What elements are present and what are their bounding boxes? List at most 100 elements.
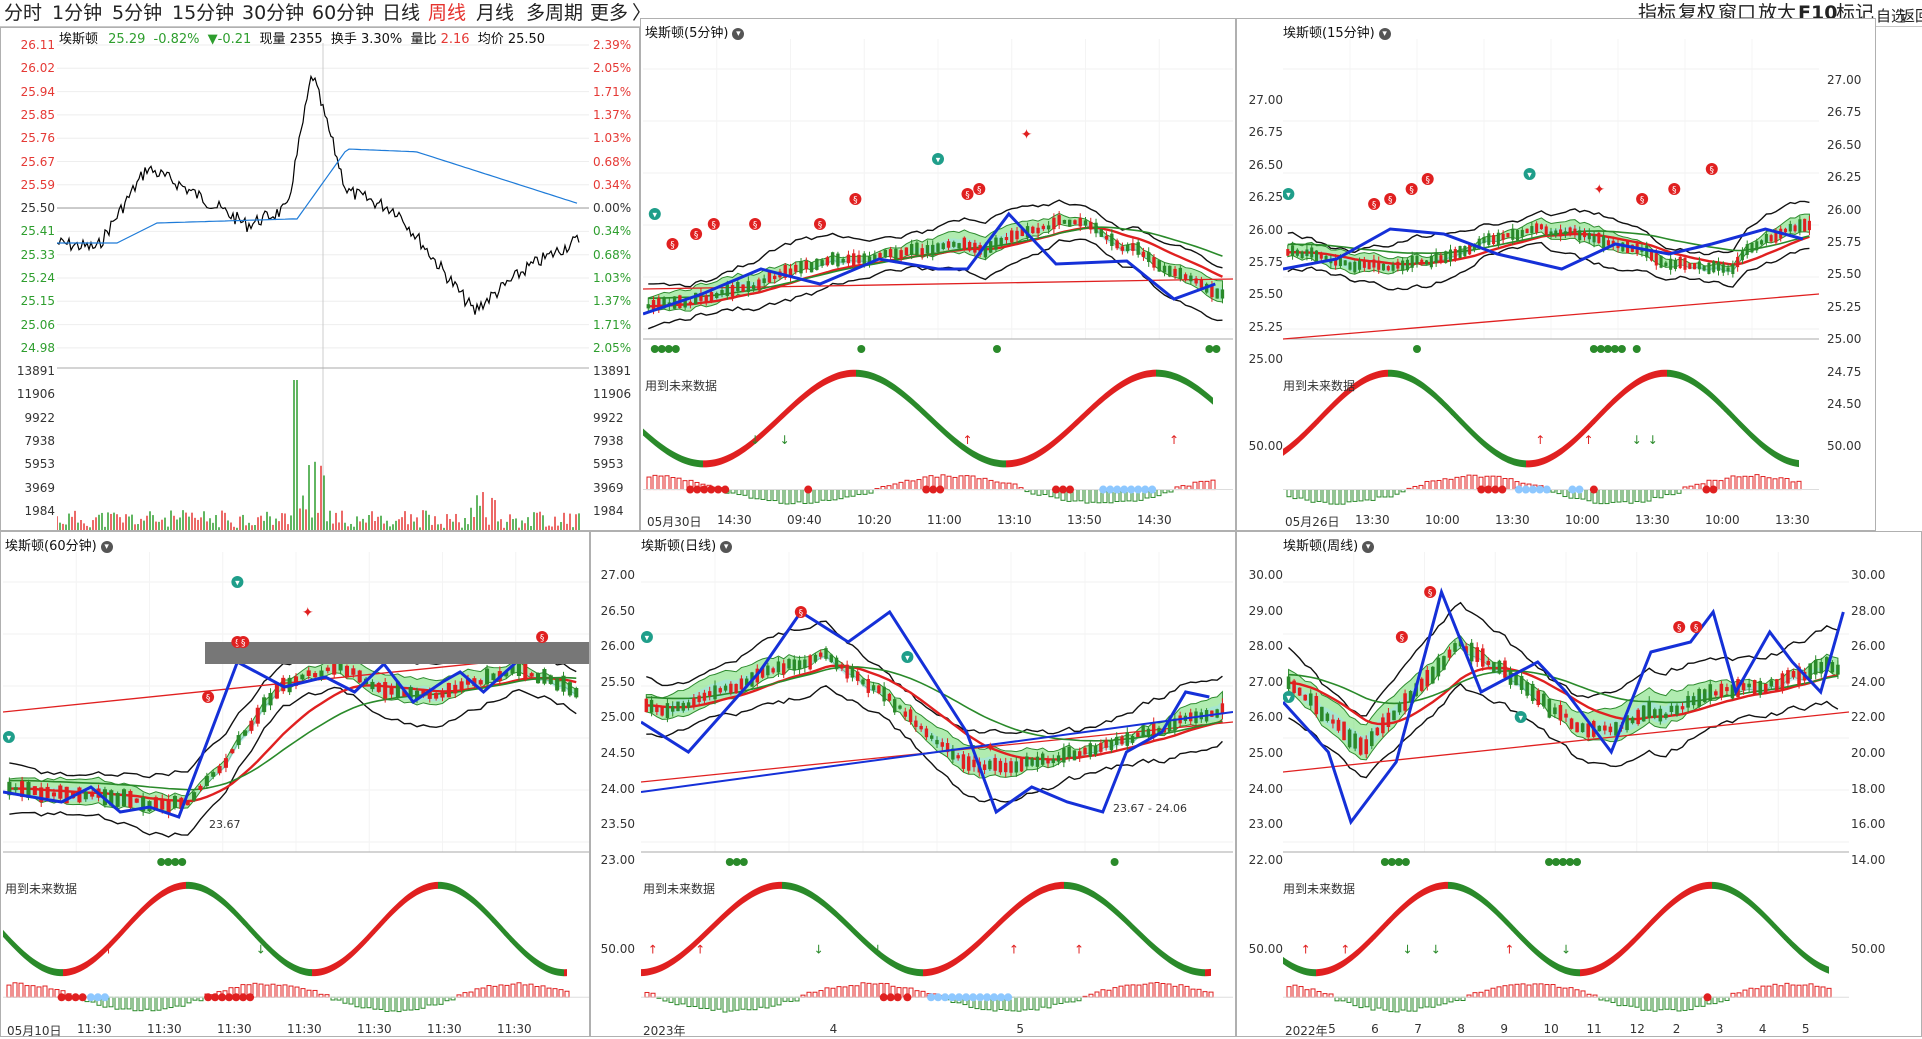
indicator-wave (1084, 409, 1087, 420)
indicator-wave (973, 450, 976, 460)
indicator-wave (1163, 951, 1166, 961)
x-tick-label: 11 (1586, 1022, 1602, 1036)
buy-signal-icon: ▾ (641, 631, 653, 644)
x-tick-label: 13:50 (1067, 513, 1102, 527)
tab-5min[interactable]: 5分钟 (112, 2, 163, 24)
panel-5min-title[interactable]: 埃斯顿(5分钟) ▾ (645, 22, 745, 41)
histogram-bar (1604, 489, 1610, 505)
indicator-wave (117, 930, 120, 941)
indicator-wave (941, 964, 944, 973)
candle-body (1752, 680, 1757, 695)
histogram-bar (1472, 474, 1478, 491)
axis-tick-label: 1984 (593, 503, 624, 518)
indicator-wave (537, 959, 540, 969)
candle-body (1057, 215, 1061, 226)
green-ma-line (9, 676, 577, 791)
histogram-bar (288, 985, 294, 998)
indicator-wave (549, 965, 552, 975)
indicator-wave (1493, 905, 1496, 916)
dropdown-icon[interactable]: ▾ (732, 27, 745, 40)
indicator-wave (1658, 369, 1661, 378)
signal-dot (804, 485, 813, 494)
x-tick-label: 10:00 (1425, 513, 1460, 527)
panel-60min-title[interactable]: 埃斯顿(60分钟) ▾ (5, 535, 113, 554)
indicator-wave (923, 969, 926, 977)
indicator-wave (1772, 920, 1775, 931)
candle-body (1803, 218, 1807, 232)
zigzag-line (3, 658, 520, 819)
tab-15min[interactable]: 15分钟 (172, 2, 235, 24)
intraday-chart[interactable] (57, 43, 589, 530)
histogram-bar (1340, 489, 1346, 505)
chart-weekly[interactable]: §§§ §▾▾↑ ↑ ↓ ↓ ↑ ↓ (1283, 552, 1849, 1036)
tab-more[interactable]: 更多 (590, 2, 629, 24)
candle-body (453, 684, 458, 694)
chart-5min[interactable]: §§§ § §§ § §▾▾✦↓ ↓ ↑ ↑ (643, 39, 1233, 529)
indicator-wave (1589, 419, 1592, 430)
candle-body (1669, 258, 1673, 270)
tab-1min[interactable]: 1分钟 (52, 2, 103, 24)
histogram-bar (258, 983, 264, 998)
candle-body (408, 686, 413, 699)
back-button[interactable]: 返回 (1900, 7, 1922, 25)
indicator-wave (1373, 371, 1376, 380)
panel-weekly-title[interactable]: 埃斯顿(周线) ▾ (1283, 535, 1375, 554)
dropdown-icon[interactable]: ▾ (1362, 540, 1375, 553)
x-tick-label: 05月10日 (7, 1024, 62, 1038)
indicator-wave (1571, 968, 1574, 976)
indicator-wave (1087, 406, 1090, 417)
candle-body (1664, 713, 1668, 719)
tab-weekly[interactable]: 周线 (428, 2, 467, 24)
signal-dot (1120, 485, 1129, 494)
histogram-bar (1010, 996, 1016, 1012)
indicator-wave (336, 960, 339, 970)
dropdown-icon[interactable]: ▾ (100, 540, 113, 553)
candle-body (766, 665, 770, 676)
dropdown-icon[interactable]: ▾ (720, 540, 733, 553)
tab-monthly[interactable]: 月线 (476, 2, 515, 24)
indicator-wave (1313, 419, 1316, 430)
indicator-wave (1532, 944, 1535, 955)
candle-body (808, 655, 812, 670)
histogram-bar (1046, 996, 1052, 1009)
indicator-wave (671, 957, 674, 967)
panel-daily-title[interactable]: 埃斯顿(日线) ▾ (641, 535, 733, 554)
indicator-wave (1466, 886, 1469, 895)
indicator-wave (988, 457, 991, 466)
pct-change: -0.82% (153, 32, 200, 47)
tab-daily[interactable]: 日线 (382, 2, 421, 24)
indicator-wave (1066, 426, 1069, 436)
histogram-bar (1544, 984, 1550, 998)
candle-body (1004, 237, 1009, 241)
chart-15min[interactable]: § §§§§§§▾▾✦↑ ↑ ↓ ↓ (1283, 39, 1819, 529)
tab-intraday[interactable]: 分时 (4, 2, 43, 24)
indicator-wave (1706, 387, 1709, 398)
histogram-bar (728, 996, 734, 1012)
indicator-wave (1643, 374, 1646, 383)
indicator-wave (931, 415, 934, 426)
candle-body (1606, 240, 1610, 246)
candle-body (1370, 731, 1374, 747)
dropdown-icon[interactable]: ▾ (1378, 27, 1391, 40)
tab-30min[interactable]: 30分钟 (242, 2, 305, 24)
tab-60min[interactable]: 60分钟 (312, 2, 375, 24)
panel-15min-title[interactable]: 埃斯顿(15分钟) ▾ (1283, 22, 1391, 41)
chart-daily[interactable]: §▾▾✦↑ ↑ ↓ ↓ ↑ ↑ (641, 552, 1233, 1036)
indicator-wave (1144, 370, 1147, 379)
indicator-wave (1055, 882, 1058, 890)
candle-body (1686, 695, 1690, 708)
histogram-bar (868, 489, 874, 494)
tab-multi-period[interactable]: 多周期 (526, 2, 584, 24)
histogram-bar (1760, 476, 1766, 491)
histogram-bar (1442, 996, 1448, 1005)
chart-60min[interactable]: §§ § §▾▾✦↑ ↓ (3, 552, 589, 1036)
candle-body (121, 789, 127, 807)
indicator-wave (646, 431, 649, 441)
candle-body (736, 281, 740, 291)
histogram-bar (1718, 480, 1724, 491)
histogram-bar (1490, 987, 1496, 998)
watchlist-button[interactable]: 自选 (1876, 7, 1907, 25)
panel-15min-title-text: 埃斯顿(15分钟) (1283, 26, 1375, 41)
histogram-bar (1406, 996, 1412, 1012)
candle-body (804, 260, 808, 270)
